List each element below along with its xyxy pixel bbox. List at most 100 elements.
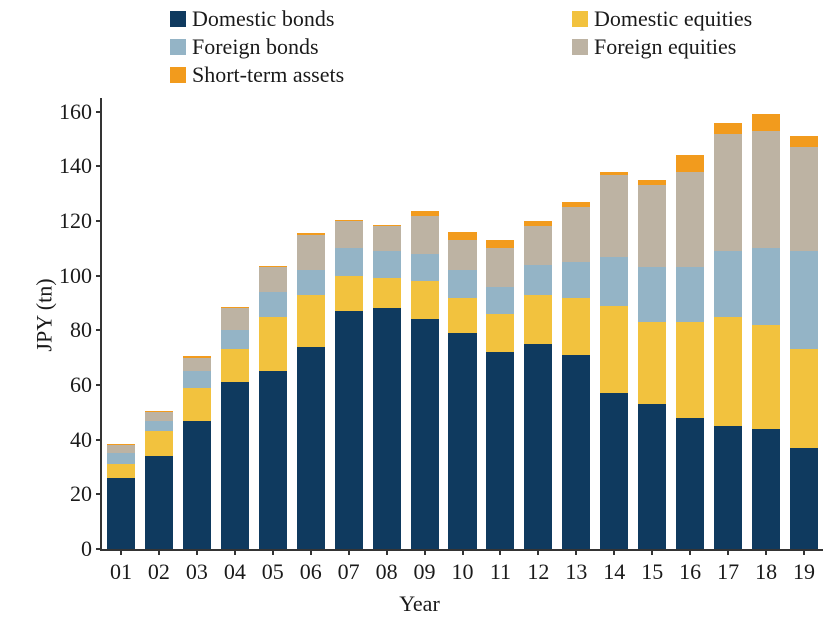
bar-segment-short-term-assets <box>145 411 173 412</box>
x-tick-label: 02 <box>148 549 170 585</box>
bar-segment-domestic-equities <box>297 295 325 347</box>
bar-segment-short-term-assets <box>448 232 476 240</box>
bar-segment-foreign-bonds <box>221 330 249 349</box>
bar-segment-foreign-equities <box>373 226 401 251</box>
bar-segment-domestic-bonds <box>145 456 173 549</box>
bar-segment-foreign-equities <box>411 216 439 254</box>
bar-segment-short-term-assets <box>373 225 401 226</box>
y-tick-mark <box>96 493 102 495</box>
y-tick-mark <box>96 329 102 331</box>
x-tick-label: 11 <box>490 549 511 585</box>
x-tick-label: 01 <box>110 549 132 585</box>
bar-segment-domestic-bonds <box>676 418 704 549</box>
bar-segment-domestic-bonds <box>411 319 439 549</box>
y-axis-label: JPY (tn) <box>32 278 58 351</box>
x-tick-label: 09 <box>414 549 436 585</box>
x-tick-label: 12 <box>527 549 549 585</box>
legend-item-domestic-equities: Domestic equities <box>572 6 752 32</box>
x-tick-label: 15 <box>641 549 663 585</box>
x-tick-label: 05 <box>262 549 284 585</box>
bar-segment-foreign-bonds <box>145 421 173 432</box>
x-axis-label: Year <box>399 591 440 617</box>
legend-label: Domestic equities <box>594 6 752 32</box>
bar-segment-domestic-equities <box>335 276 363 312</box>
bar-segment-domestic-bonds <box>297 347 325 549</box>
bar-segment-short-term-assets <box>524 221 552 226</box>
bar-segment-short-term-assets <box>676 155 704 171</box>
bar-segment-short-term-assets <box>107 444 135 445</box>
bar-segment-domestic-bonds <box>714 426 742 549</box>
legend: Domestic bonds Domestic equities Foreign… <box>170 6 790 90</box>
bar-segment-foreign-equities <box>790 147 818 251</box>
bar-segment-domestic-equities <box>411 281 439 319</box>
bar-segment-foreign-equities <box>145 412 173 420</box>
legend-label: Domestic bonds <box>192 6 334 32</box>
bar-segment-short-term-assets <box>183 356 211 357</box>
bar-segment-domestic-equities <box>221 349 249 382</box>
bar-segment-domestic-equities <box>524 295 552 344</box>
bar-segment-foreign-equities <box>486 248 514 286</box>
y-tick-mark <box>96 439 102 441</box>
bar-segment-foreign-equities <box>183 358 211 372</box>
bar-segment-domestic-bonds <box>638 404 666 549</box>
bar-segment-foreign-equities <box>335 221 363 248</box>
bar-segment-domestic-equities <box>486 314 514 352</box>
bar-segment-foreign-equities <box>638 185 666 267</box>
bar-segment-domestic-equities <box>373 278 401 308</box>
bar-segment-foreign-bonds <box>411 254 439 281</box>
bar-segment-foreign-bonds <box>373 251 401 278</box>
bar-segment-foreign-bonds <box>297 270 325 295</box>
bar-segment-domestic-equities <box>714 317 742 426</box>
square-icon <box>170 67 186 83</box>
x-tick-label: 06 <box>300 549 322 585</box>
bar-segment-foreign-equities <box>221 308 249 330</box>
bar-segment-domestic-equities <box>562 298 590 355</box>
bar-segment-domestic-bonds <box>221 382 249 549</box>
legend-label: Short-term assets <box>192 62 344 88</box>
bar-segment-foreign-bonds <box>790 251 818 349</box>
bar-segment-foreign-bonds <box>183 371 211 387</box>
legend-item-short-term-assets: Short-term assets <box>170 62 540 88</box>
square-icon <box>572 11 588 27</box>
y-tick-mark <box>96 548 102 550</box>
bar-segment-domestic-equities <box>790 349 818 447</box>
x-tick-label: 14 <box>603 549 625 585</box>
bar-segment-short-term-assets <box>335 220 363 221</box>
square-icon <box>170 39 186 55</box>
bar-segment-foreign-equities <box>676 172 704 268</box>
bar-segment-domestic-equities <box>107 464 135 478</box>
bar-segment-foreign-bonds <box>714 251 742 317</box>
x-tick-label: 10 <box>452 549 474 585</box>
bar-segment-foreign-equities <box>600 175 628 257</box>
square-icon <box>170 11 186 27</box>
bar-segment-short-term-assets <box>486 240 514 248</box>
bar-segment-domestic-equities <box>600 306 628 393</box>
x-tick-label: 03 <box>186 549 208 585</box>
legend-item-domestic-bonds: Domestic bonds <box>170 6 540 32</box>
bar-segment-short-term-assets <box>297 233 325 234</box>
bar-segment-domestic-bonds <box>335 311 363 549</box>
y-tick-mark <box>96 275 102 277</box>
bar-segment-foreign-equities <box>448 240 476 270</box>
stacked-bar-chart: Domestic bonds Domestic equities Foreign… <box>0 0 839 629</box>
bar-segment-domestic-bonds <box>752 429 780 549</box>
x-tick-label: 04 <box>224 549 246 585</box>
x-tick-label: 13 <box>565 549 587 585</box>
bar-segment-domestic-bonds <box>183 421 211 549</box>
bar-segment-short-term-assets <box>411 211 439 215</box>
bar-segment-foreign-bonds <box>600 257 628 306</box>
bar-segment-domestic-equities <box>676 322 704 418</box>
bar-segment-short-term-assets <box>221 307 249 308</box>
bar-segment-short-term-assets <box>638 180 666 185</box>
bar-segment-foreign-equities <box>259 267 287 292</box>
bar-segment-foreign-equities <box>107 445 135 453</box>
bar-segment-domestic-equities <box>183 388 211 421</box>
bar-segment-foreign-equities <box>752 131 780 249</box>
bar-segment-domestic-equities <box>448 298 476 334</box>
bar-segment-foreign-equities <box>562 207 590 262</box>
bar-segment-domestic-bonds <box>562 355 590 549</box>
bar-segment-foreign-bonds <box>524 265 552 295</box>
bar-segment-short-term-assets <box>600 172 628 175</box>
bar-segment-foreign-bonds <box>448 270 476 297</box>
bar-segment-foreign-equities <box>297 235 325 271</box>
